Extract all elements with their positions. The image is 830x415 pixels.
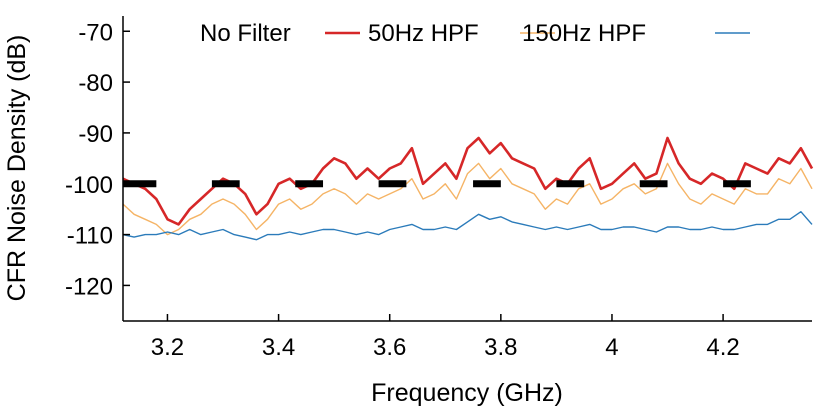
y-tick-label: -120 [65, 273, 113, 300]
x-tick-label: 3.8 [484, 334, 517, 361]
x-tick-label: 3.4 [262, 334, 295, 361]
x-tick-label: 3.2 [151, 334, 184, 361]
legend: No Filter 50Hz HPF 150Hz HPF [200, 20, 750, 47]
y-tick-label: -70 [78, 19, 113, 46]
legend-label: 50Hz HPF [368, 20, 479, 47]
y-axis-label: CFR Noise Density (dB) [3, 35, 31, 302]
x-axis-label: Frequency (GHz) [371, 379, 563, 407]
x-tick-label: 3.6 [373, 334, 406, 361]
y-tick-label: -110 [67, 223, 113, 250]
y-tick-label: -80 [78, 70, 113, 97]
series-line-1 [122, 162, 813, 236]
y-tick-label: -100 [65, 172, 113, 199]
legend-label: 150Hz HPF [522, 20, 646, 47]
x-ticks: 3.2 3.4 3.6 3.8 4 4.2 [151, 314, 740, 361]
x-tick-label: 4 [605, 334, 618, 361]
y-tick-label: -90 [78, 121, 113, 148]
legend-label: No Filter [200, 20, 291, 47]
series-line-2 [122, 210, 813, 241]
y-ticks: -70 -80 -90 -100 -110 -120 [65, 19, 130, 300]
axis-layer [122, 16, 812, 322]
x-tick-label: 4.2 [706, 334, 739, 361]
